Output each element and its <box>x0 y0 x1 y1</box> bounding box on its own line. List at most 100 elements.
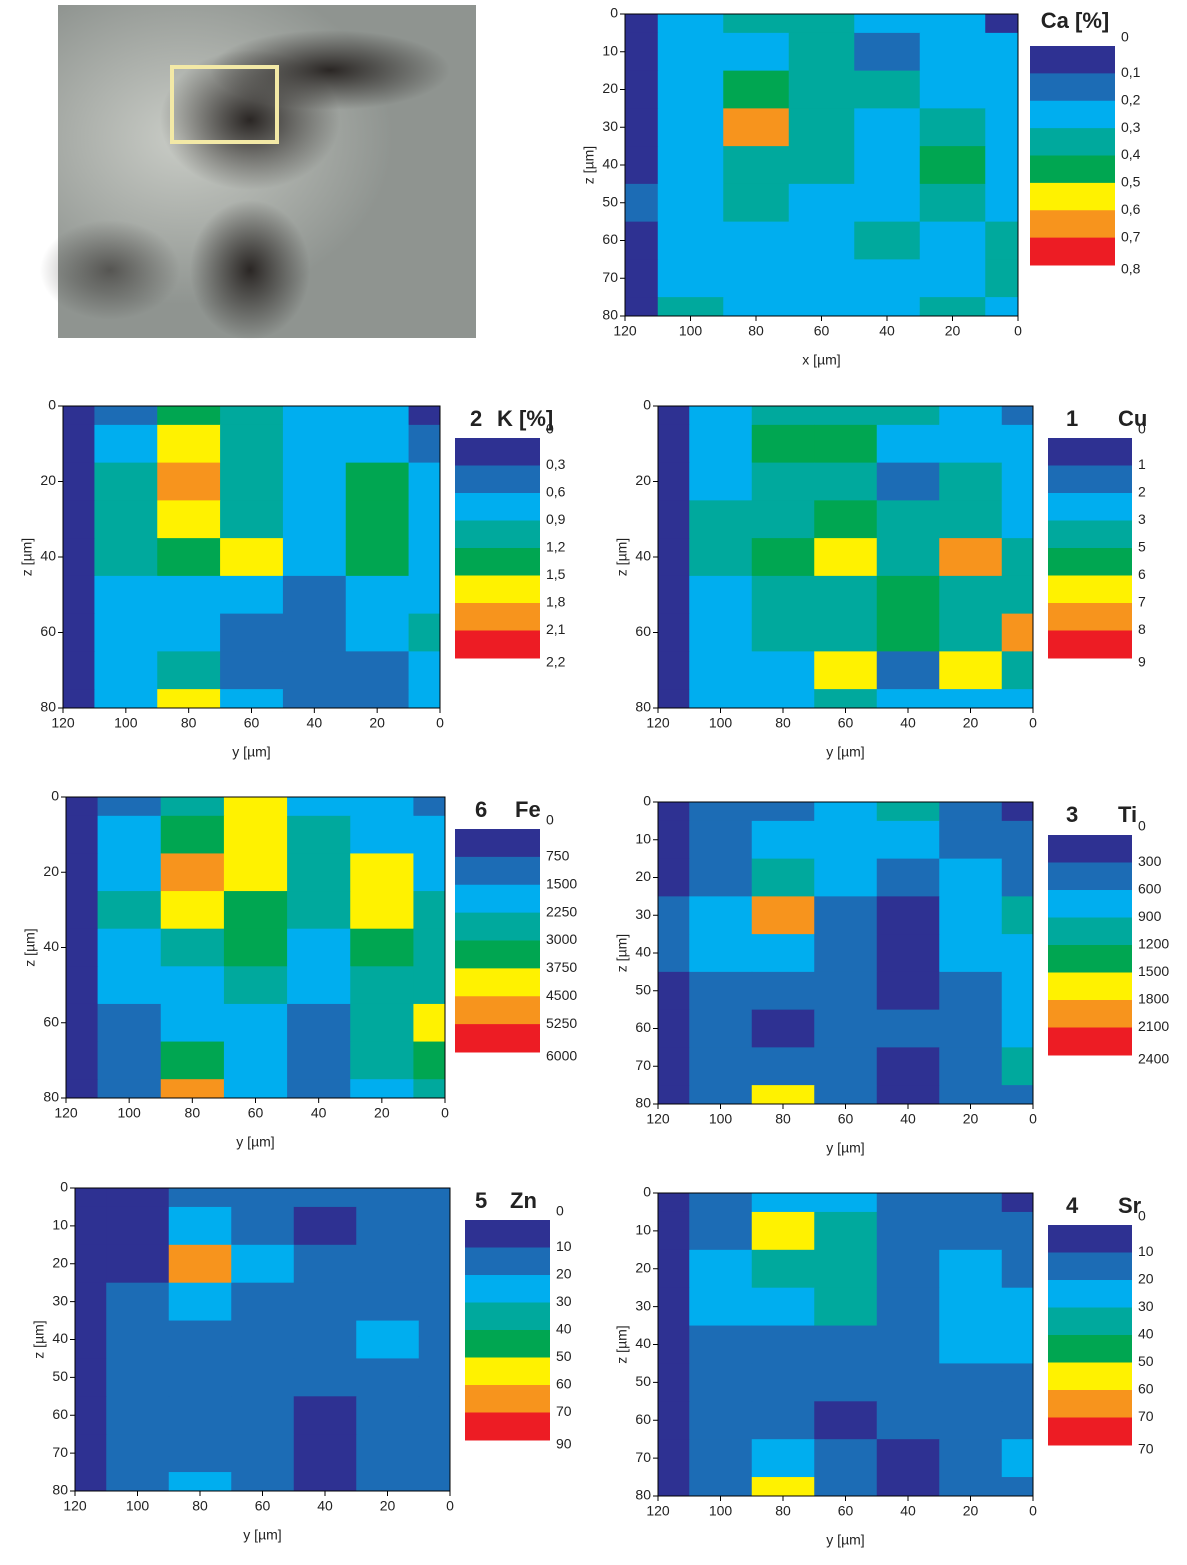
contour-cell <box>751 424 815 464</box>
contour-cell <box>1001 500 1034 539</box>
colorbar-band <box>1048 1252 1132 1281</box>
contour-cell <box>231 1396 295 1435</box>
contour-cell <box>223 853 288 892</box>
contour-cell <box>814 613 878 652</box>
contour-cell <box>876 1047 940 1086</box>
contour-cell <box>356 1434 420 1473</box>
x-tick-label: 80 <box>185 1105 201 1121</box>
contour-cell <box>939 1249 1003 1289</box>
contour-cell <box>939 1009 1003 1048</box>
colorbar-label: 40 <box>1138 1326 1154 1342</box>
contour-cell <box>939 896 1003 935</box>
contour-cell <box>751 1047 815 1086</box>
contour-cell <box>75 1434 107 1473</box>
colorbar-label: 50 <box>556 1348 572 1364</box>
contour-cell <box>657 259 724 298</box>
colorbar-band <box>1048 1225 1132 1253</box>
x-tick-label: 40 <box>900 1111 916 1127</box>
contour-cell <box>939 858 1003 897</box>
colorbar-band <box>465 1302 550 1331</box>
contour-cell <box>231 1188 295 1208</box>
contour-cell <box>413 966 446 1005</box>
contour-cell <box>689 424 753 464</box>
contour-cell <box>814 1085 878 1105</box>
contour-cell <box>939 1477 1003 1497</box>
contour-cell <box>751 500 815 539</box>
x-tick-label: 60 <box>248 1105 264 1121</box>
colorbar-band <box>1048 1280 1132 1308</box>
contour-cell <box>75 1320 107 1359</box>
contour-cell <box>223 797 288 817</box>
x-tick-label: 80 <box>192 1498 208 1514</box>
y-tick-label: 0 <box>643 793 651 809</box>
contour-map <box>625 14 1019 317</box>
contour-cell <box>939 424 1003 464</box>
colorbar-band <box>1048 890 1132 918</box>
contour-cell <box>293 1282 357 1322</box>
colorbar-label: 6 <box>1138 566 1146 582</box>
contour-cell <box>94 689 158 709</box>
colorbar-band <box>1048 548 1132 576</box>
y-axis-label: z [µm] <box>22 928 38 966</box>
contour-cell <box>223 1003 288 1043</box>
contour-cell <box>658 1287 690 1327</box>
contour-cell <box>658 820 690 860</box>
contour-cell <box>350 891 414 930</box>
contour-cell <box>723 297 790 317</box>
colorbar-band <box>465 1247 550 1276</box>
contour-cell <box>66 815 99 854</box>
contour-cell <box>223 815 288 854</box>
x-axis-label: y [µm] <box>826 1532 864 1548</box>
contour-cell <box>876 1193 940 1213</box>
contour-cell <box>876 896 940 935</box>
y-tick-label: 50 <box>635 981 651 997</box>
contour-cell <box>939 802 1003 822</box>
contour-cell <box>157 462 221 501</box>
x-axis-label: x [µm] <box>802 352 840 368</box>
contour-cell <box>788 32 855 72</box>
contour-cell <box>160 853 225 892</box>
contour-cell <box>231 1320 295 1359</box>
y-tick-label: 0 <box>60 1179 68 1195</box>
contour-cell <box>356 1244 420 1284</box>
contour-cell <box>223 928 288 967</box>
contour-cell <box>625 108 659 147</box>
contour-cell <box>1001 820 1034 860</box>
contour-cell <box>94 462 158 501</box>
contour-cell <box>939 1439 1003 1478</box>
colorbar-label: 2,1 <box>546 621 566 637</box>
contour-cell <box>418 1206 451 1246</box>
contour-cell <box>1001 858 1034 897</box>
x-tick-label: 40 <box>879 323 895 339</box>
contour-cell <box>939 820 1003 860</box>
colorbar-label: 0,6 <box>1121 201 1141 217</box>
contour-cell <box>658 613 690 652</box>
y-tick-label: 20 <box>52 1254 68 1270</box>
contour-cell <box>657 297 724 317</box>
contour-cell <box>1001 424 1034 464</box>
y-tick-label: 70 <box>635 1449 651 1465</box>
colorbar-label: 0 <box>1138 421 1146 437</box>
panel-number: 1 <box>1066 406 1078 431</box>
contour-cell <box>350 1003 414 1043</box>
contour-cell <box>876 802 940 822</box>
colorbar-band <box>1048 575 1132 604</box>
contour-cell <box>287 966 351 1005</box>
contour-cell <box>657 70 724 109</box>
contour-cell <box>94 538 158 577</box>
contour-cell <box>220 689 284 709</box>
contour-cell <box>657 146 724 185</box>
contour-cell <box>413 853 446 892</box>
colorbar-label: 5250 <box>546 1015 577 1031</box>
colorbar-label: 750 <box>546 848 570 864</box>
x-tick-label: 20 <box>369 715 385 731</box>
contour-cell <box>356 1206 420 1246</box>
colorbar-label: 50 <box>1138 1353 1154 1369</box>
y-tick-label: 60 <box>635 623 651 639</box>
contour-cell <box>408 462 441 501</box>
contour-cell <box>919 221 986 260</box>
contour-cell <box>689 1325 753 1364</box>
colorbar-label: 0 <box>1138 818 1146 834</box>
contour-cell <box>689 1211 753 1251</box>
colorbar-label: 1500 <box>1138 963 1169 979</box>
